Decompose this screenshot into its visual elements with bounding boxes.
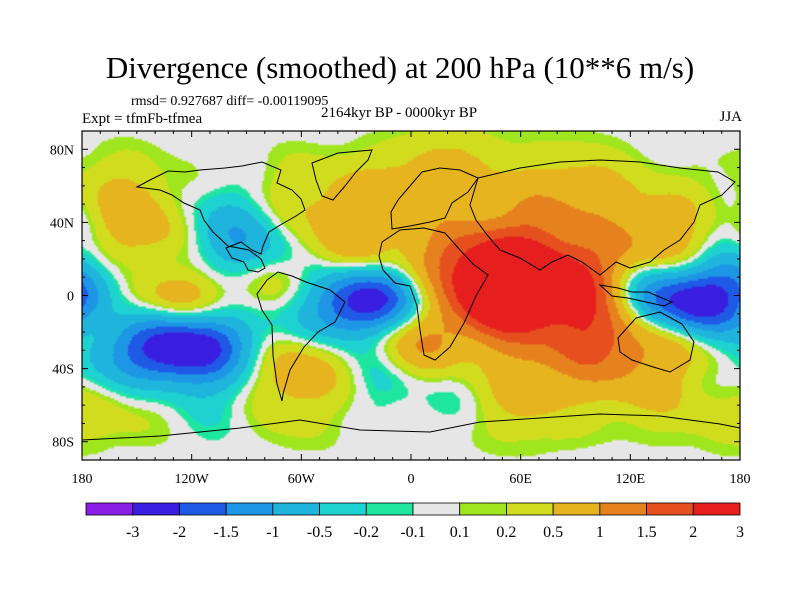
- colorbar-swatch-11: [599, 502, 647, 516]
- colorbar-label: -2: [173, 524, 186, 541]
- colorbar-label: -0.2: [354, 524, 379, 541]
- x-tick-label: 60E: [509, 472, 532, 487]
- x-tick-label: 180: [730, 472, 751, 487]
- season-label: JJA: [719, 109, 742, 125]
- colorbar-label: 0.5: [543, 524, 563, 541]
- x-tick-label: 120E: [616, 472, 646, 487]
- colorbar-swatch-1: [132, 502, 180, 516]
- experiment-label: Expt = tfmFb-tfmea: [82, 111, 203, 127]
- coastline-europe: [390, 167, 479, 230]
- coastline-north-america: [135, 161, 306, 273]
- colorbar: -3 -2 -1.5 -1 -0.5 -0.2 -0.1 0.1 0.2 0.5 1 1.5 2 3: [85, 502, 744, 541]
- colorbar-swatch-3: [225, 502, 274, 516]
- colorbar-swatch-5: [319, 502, 367, 516]
- y-tick-label: 0: [67, 290, 74, 305]
- colorbar-label: 3: [736, 524, 744, 541]
- colorbar-label: -0.5: [307, 524, 332, 541]
- coastline-south-america: [256, 271, 346, 402]
- coastline-antarctica: [82, 413, 740, 441]
- y-tick-label: 80S: [52, 436, 74, 451]
- colorbar-label: -1: [266, 524, 279, 541]
- colorbar-swatch-4: [272, 502, 320, 516]
- colorbar-swatch-6: [365, 502, 414, 516]
- x-tick-label: 120W: [175, 472, 210, 487]
- colorbar-swatch-9: [506, 502, 554, 516]
- coastline-asia: [469, 159, 736, 276]
- colorbar-label: 0.1: [450, 524, 470, 541]
- axis-ticks: [81, 130, 741, 461]
- y-tick-label: 80N: [50, 143, 74, 158]
- stats-label: rmsd= 0.927687 diff= -0.00119095: [131, 94, 329, 109]
- axis-labels: 180 120W 60W 0 60E 120E 180 80N 40N 0 40S 80S: [50, 143, 751, 487]
- coastline-australia: [617, 311, 695, 373]
- colorbar-swatch-8: [459, 502, 507, 516]
- period-label: 2164kyr BP - 0000kyr BP: [321, 105, 478, 121]
- colorbar-label: 0.2: [496, 524, 516, 541]
- colorbar-swatch-13: [692, 502, 741, 516]
- colorbar-label: 1: [596, 524, 604, 541]
- y-tick-label: 40N: [50, 216, 74, 231]
- x-tick-label: 0: [408, 472, 415, 487]
- colorbar-label: 2: [689, 524, 697, 541]
- coastline-africa: [378, 227, 489, 361]
- colorbar-label: -3: [126, 524, 139, 541]
- divergence-field: [82, 131, 740, 460]
- colorbar-swatch-2: [179, 502, 227, 516]
- colorbar-label: -1.5: [213, 524, 238, 541]
- colorbar-swatch-12: [646, 502, 694, 516]
- chart-title: Divergence (smoothed) at 200 hPa (10**6 …: [105, 50, 695, 85]
- x-tick-label: 180: [72, 472, 93, 487]
- colorbar-swatch-0: [85, 502, 134, 516]
- coastline-greenland: [311, 149, 373, 201]
- colorbar-swatch-10: [552, 502, 601, 516]
- y-tick-label: 40S: [52, 363, 74, 378]
- colorbar-label: 1.5: [637, 524, 657, 541]
- x-tick-label: 60W: [288, 472, 316, 487]
- coastline-maritime-continent: [598, 284, 674, 307]
- coastlines: [82, 149, 740, 441]
- colorbar-swatch-7: [412, 502, 461, 516]
- colorbar-label: -0.1: [400, 524, 425, 541]
